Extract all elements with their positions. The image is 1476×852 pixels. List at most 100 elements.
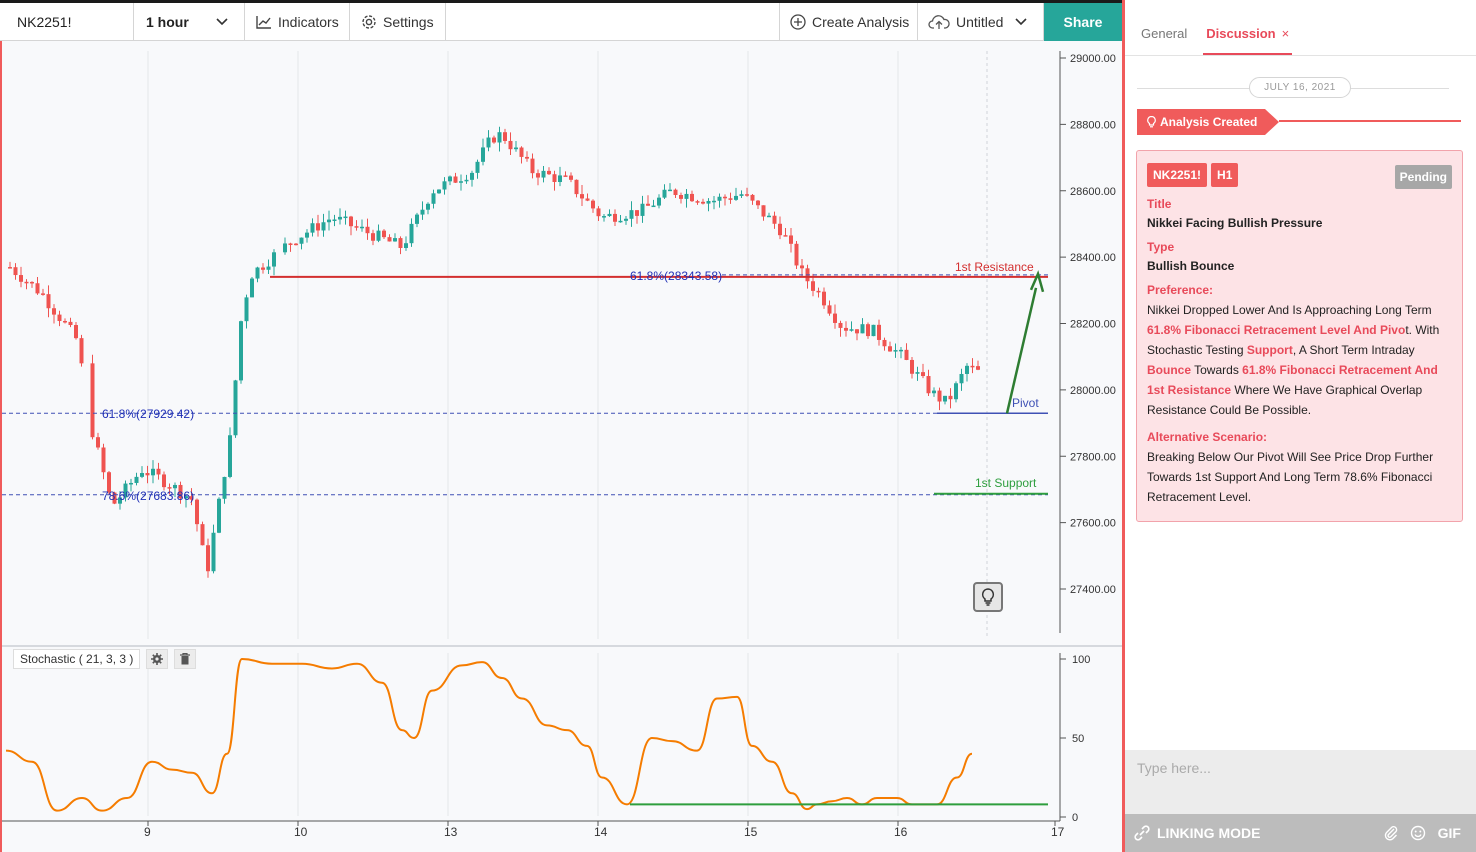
candle-body [937,390,942,402]
candle-body [580,194,584,199]
candle-body [717,196,722,201]
tab-discussion[interactable]: Discussion × [1203,26,1293,55]
gif-button[interactable]: GIF [1437,825,1461,841]
candle-body [107,472,111,493]
paperclip-icon[interactable] [1384,825,1398,841]
candle-body [327,219,331,223]
time-tick-label: 13 [444,825,458,839]
candle-body [778,223,782,236]
candle-body [833,313,837,323]
candle-body [486,137,491,148]
stochastic-legend-label: Stochastic ( 21, 3, 3 ) [13,649,141,669]
candle-body [365,226,370,234]
candle-body [948,395,953,400]
message-input[interactable]: Type here... [1125,750,1476,814]
price-tick-label: 27800.00 [1070,451,1116,463]
candle-body [838,322,843,328]
link-icon[interactable] [1133,824,1151,842]
price-chart[interactable]: 29000.00 28800.00 28600.00 28400.00 28200.00… [2,41,1122,852]
candle-body [569,175,573,180]
candle-body [151,468,155,476]
candle-body [904,349,909,360]
indicator-delete-button[interactable] [174,649,197,669]
pref-part: Where We Have Graphical Overlap Resistan… [1147,383,1423,417]
indicators-button[interactable]: Indicators [245,3,350,41]
candle-body [662,189,667,198]
fib-786-label: 78.6%(27683.86) [102,489,194,503]
candle-body [552,174,557,182]
fib-618-lower-label: 61.8%(27929.42) [102,407,194,421]
settings-button[interactable]: Settings [350,3,446,41]
candle-body [288,243,293,245]
linking-mode-label[interactable]: LINKING MODE [1157,825,1261,841]
pref-part: t. With Stochastic Testing [1147,323,1440,357]
candle-body [514,147,518,150]
candle-body [877,324,881,340]
candle-body [211,532,216,572]
candle-body [162,474,166,488]
title-label: Title [1147,197,1172,211]
candle-body [118,497,122,504]
tab-general[interactable]: General [1141,26,1188,41]
candle-body [442,181,447,190]
indicator-settings-button[interactable] [146,649,169,669]
candle-body [52,308,56,315]
chevron-down-icon [1015,18,1028,26]
candle-body [624,218,628,221]
share-button[interactable]: Share [1044,3,1122,41]
candle-body [618,220,623,223]
candle-body [222,476,227,499]
candle-body [613,213,617,222]
chart-area[interactable]: 29000.00 28800.00 28600.00 28400.00 28200.00… [0,41,1122,852]
candle-body [41,293,45,295]
candle-body [338,216,342,220]
idea-bulb-button[interactable] [973,582,1003,612]
candle-body [811,281,815,291]
candle-body [690,193,694,202]
create-analysis-button[interactable]: Create Analysis [780,3,918,41]
candle-body [855,329,859,334]
price-tick-label: 28200.00 [1070,319,1116,331]
chevron-down-icon [216,18,228,26]
analysis-type: Bullish Bounce [1147,259,1235,273]
candle-body [668,189,672,192]
forecast-arrow-head [1029,270,1045,293]
candle-body [112,492,117,504]
layout-dropdown[interactable]: Untitled [918,3,1044,41]
share-label: Share [1063,14,1103,30]
candle-body [30,281,34,284]
candle-body [943,395,947,402]
candle-body [899,349,903,352]
candle-body [206,545,210,572]
candle-body [558,175,562,182]
interval-dropdown[interactable]: 1 hour [134,3,245,41]
indicator-tick-label: 0 [1072,812,1078,824]
candle-body [871,324,876,337]
candle-body [332,219,337,221]
gear-icon [362,15,376,29]
candle-body [536,173,540,178]
time-tick-label: 14 [594,825,608,839]
candle-body [673,189,678,196]
candle-body [426,203,430,210]
candle-body [541,170,546,178]
symbol-selector[interactable]: NK2251! [0,3,134,41]
interval-label: 1 hour [146,14,189,30]
candle-body [145,473,150,476]
candle-body [530,158,535,174]
candle-body [200,524,205,546]
analysis-title: Nikkei Facing Bullish Pressure [1147,216,1323,230]
close-icon[interactable]: × [1281,26,1290,41]
lightbulb-icon [1147,116,1156,128]
candle-body [178,484,183,499]
chart-line-icon [256,16,271,29]
candle-body [167,487,172,489]
candle-body [68,321,73,326]
candle-body [932,390,936,394]
emoji-icon[interactable] [1410,825,1426,841]
plus-circle-icon [790,14,806,30]
trash-icon [180,653,191,665]
indicators-label: Indicators [278,14,339,30]
candle-body [679,195,683,199]
pref-highlight: 61.8% Fibonacci Retracement Level And Pi… [1147,323,1406,337]
